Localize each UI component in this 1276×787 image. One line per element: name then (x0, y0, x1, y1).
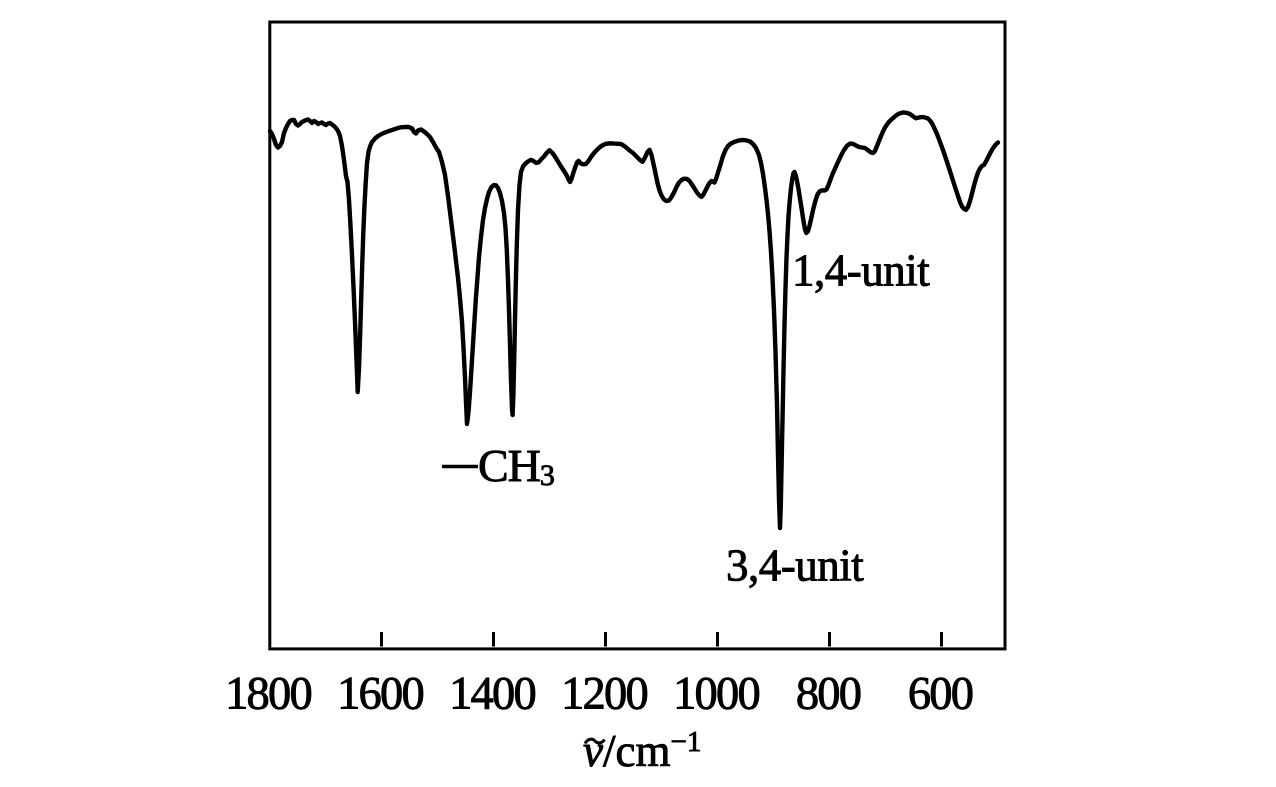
svg-text:3,4-unit: 3,4-unit (726, 541, 864, 591)
svg-text:CH3: CH3 (478, 440, 554, 492)
svg-text:1200: 1200 (561, 669, 647, 720)
svg-text:1400: 1400 (449, 669, 535, 720)
svg-text:1,4-unit: 1,4-unit (792, 246, 930, 296)
svg-text:600: 600 (908, 669, 973, 720)
svg-text:1800: 1800 (225, 669, 311, 720)
svg-text:1000: 1000 (673, 669, 759, 720)
svg-text:1600: 1600 (337, 669, 423, 720)
svg-text:800: 800 (796, 669, 861, 720)
svg-text:ν/cm−1: ν/cm−1 (583, 726, 701, 776)
